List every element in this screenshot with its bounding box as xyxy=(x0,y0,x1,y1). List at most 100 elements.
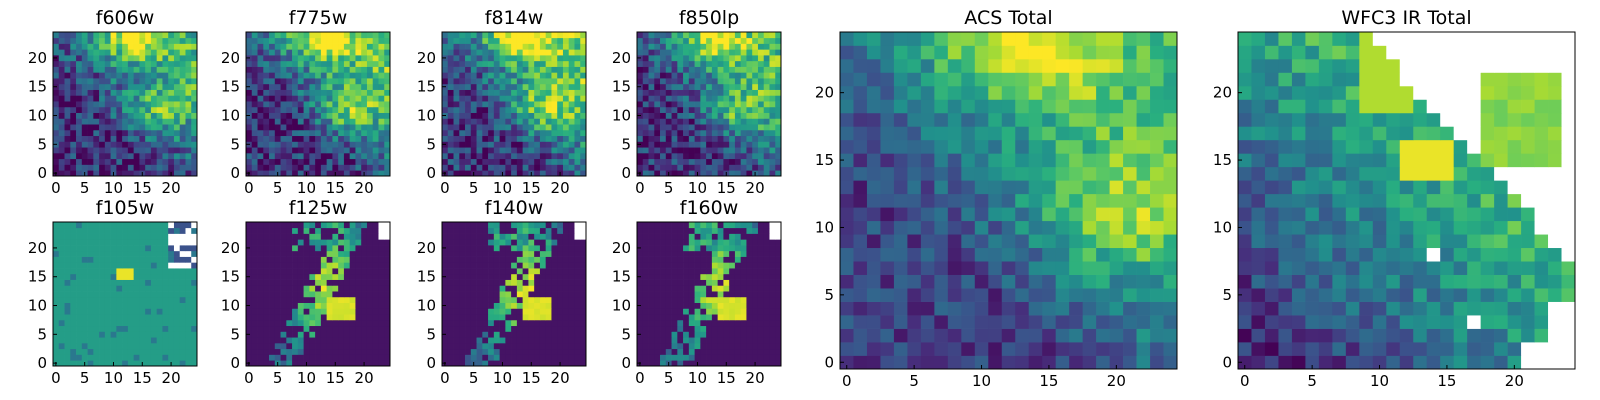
heatmap-cell xyxy=(87,55,94,62)
heatmap-cell xyxy=(99,245,106,252)
heatmap-cell xyxy=(866,355,881,370)
heatmap-cell xyxy=(637,124,644,131)
heatmap-cell xyxy=(110,60,117,67)
heatmap-cell xyxy=(110,222,117,229)
heatmap-cell xyxy=(1028,139,1043,154)
heatmap-cell xyxy=(660,164,667,171)
heatmap-cell xyxy=(343,170,351,177)
heatmap-cell xyxy=(191,302,198,309)
heatmap-cell xyxy=(476,43,483,50)
heatmap-cell xyxy=(580,106,587,113)
heatmap-cell xyxy=(1453,166,1468,181)
heatmap-cell xyxy=(139,331,146,338)
heatmap-cell xyxy=(677,129,684,137)
heatmap-cell xyxy=(706,112,713,119)
heatmap-cell xyxy=(320,325,327,332)
heatmap-cell xyxy=(303,106,310,113)
heatmap-cell xyxy=(366,78,374,85)
heatmap-cell xyxy=(853,32,868,46)
heatmap-cell xyxy=(191,135,198,142)
heatmap-cell xyxy=(493,78,500,85)
heatmap-cell xyxy=(303,314,310,321)
heatmap-cell xyxy=(303,78,310,85)
heatmap-cell xyxy=(528,129,535,137)
heatmap-cell xyxy=(866,207,881,222)
heatmap-cell xyxy=(711,32,718,39)
heatmap-cell xyxy=(1096,180,1110,195)
heatmap-cell xyxy=(320,112,327,119)
heatmap-cell xyxy=(99,285,106,292)
heatmap-cell xyxy=(1426,99,1441,114)
heatmap-cell xyxy=(1426,153,1441,168)
heatmap-cell xyxy=(671,78,678,85)
heatmap-cell xyxy=(574,124,581,131)
heatmap-cell xyxy=(292,285,299,292)
heatmap-cell xyxy=(1251,301,1266,316)
heatmap-cell xyxy=(1548,355,1562,370)
heatmap-cell xyxy=(150,118,158,125)
heatmap-cell xyxy=(338,164,345,171)
heatmap-cell xyxy=(64,106,71,113)
heatmap-cell xyxy=(162,32,169,39)
heatmap-cell xyxy=(1136,139,1151,154)
heatmap-cell xyxy=(1548,166,1562,181)
heatmap-cell xyxy=(1109,207,1124,222)
heatmap-cell xyxy=(1480,193,1495,208)
heatmap-cell xyxy=(775,170,782,177)
heatmap-cell xyxy=(93,319,100,327)
heatmap-cell xyxy=(361,135,368,142)
y-tick-label: 5 xyxy=(230,135,240,153)
heatmap-cell xyxy=(150,325,158,332)
heatmap-cell xyxy=(162,342,169,350)
heatmap-cell xyxy=(81,152,88,160)
heatmap-cell xyxy=(729,78,736,85)
heatmap-cell xyxy=(534,135,541,142)
heatmap-cell xyxy=(934,342,949,356)
heatmap-cell xyxy=(361,273,368,280)
heatmap-cell xyxy=(688,72,695,79)
heatmap-cell xyxy=(683,158,690,165)
heatmap-cell xyxy=(269,158,276,165)
heatmap-cell xyxy=(769,49,776,56)
heatmap-cell xyxy=(1534,193,1549,208)
x-tick-label: 20 xyxy=(162,369,181,387)
heatmap-cell xyxy=(775,72,782,79)
heatmap-cell xyxy=(1264,274,1279,289)
heatmap-cell xyxy=(53,348,60,355)
heatmap-cell xyxy=(516,101,523,108)
heatmap-cell xyxy=(1318,288,1333,302)
heatmap-cell xyxy=(1055,193,1070,208)
heatmap-cell xyxy=(191,101,198,108)
heatmap-cell xyxy=(274,314,281,321)
heatmap-cell xyxy=(1332,72,1347,87)
heatmap-cell xyxy=(1291,45,1306,60)
heatmap-cell xyxy=(361,72,368,79)
heatmap-cell xyxy=(355,147,362,154)
heatmap-cell xyxy=(453,164,460,171)
heatmap-cell xyxy=(286,158,293,165)
heatmap-cell xyxy=(168,273,175,280)
heatmap-cell xyxy=(349,291,356,298)
heatmap-cell xyxy=(534,83,541,90)
heatmap-cell xyxy=(1521,234,1535,249)
heatmap-cell xyxy=(934,126,949,141)
heatmap-cell xyxy=(64,60,71,67)
heatmap-cell xyxy=(1440,342,1455,356)
heatmap-cell xyxy=(866,328,881,343)
heatmap-cell xyxy=(76,319,83,327)
heatmap-cell xyxy=(110,273,117,280)
heatmap-cell xyxy=(840,85,854,100)
heatmap-cell xyxy=(677,164,684,171)
heatmap-cell xyxy=(988,85,1003,100)
heatmap-cell xyxy=(145,331,152,338)
heatmap-cell xyxy=(557,129,564,137)
heatmap-cell xyxy=(343,291,351,298)
heatmap-cell xyxy=(934,72,949,87)
heatmap-cell xyxy=(557,55,564,62)
heatmap-cell xyxy=(459,32,466,39)
heatmap-cell xyxy=(1251,261,1266,275)
heatmap-cell xyxy=(1345,139,1360,154)
heatmap-cell xyxy=(251,83,258,90)
heatmap-cell xyxy=(303,141,310,148)
x-tick-label: 20 xyxy=(1107,372,1126,390)
